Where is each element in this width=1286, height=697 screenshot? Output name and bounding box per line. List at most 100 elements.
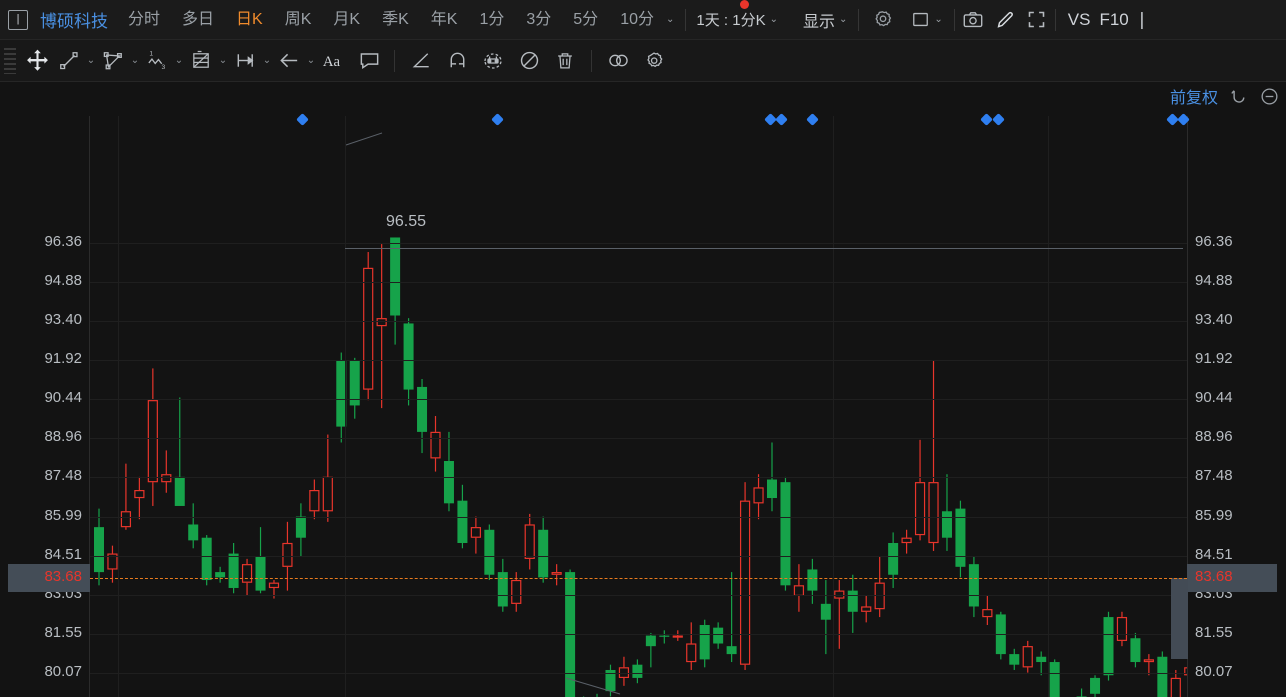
current-price-badge [1187, 563, 1277, 592]
fullscreen-icon[interactable] [1021, 5, 1053, 35]
sync-circles-icon[interactable] [600, 46, 636, 76]
gridline-horizontal [90, 595, 1187, 596]
notification-dot-icon [740, 0, 750, 9]
current-price-value: 83.68 [1195, 567, 1233, 585]
fib-chevron-down-icon[interactable]: ⌄ [218, 54, 228, 66]
layout-icon[interactable] [907, 5, 933, 35]
toolbar-divider-1 [685, 8, 687, 31]
vs-button[interactable]: VS [1067, 9, 1091, 29]
price-tick-label: 91.92 [1195, 349, 1233, 367]
svg-text:1: 1 [149, 50, 153, 57]
pencil-icon[interactable] [989, 5, 1021, 35]
chart-area: 前复权 96.36 94.88 93.40 91.92 90.44 88.96 87.48 8… [0, 82, 1286, 697]
gridline-horizontal [90, 321, 1187, 322]
angle-icon[interactable] [403, 46, 439, 76]
trendline-chevron-down-icon[interactable]: ⌄ [86, 54, 96, 66]
current-price-badge [8, 563, 90, 592]
display-menu-label[interactable]: 显示 [802, 13, 835, 31]
price-tick-label: 91.92 [44, 349, 82, 367]
price-tick-label: 80.07 [1195, 663, 1233, 681]
arrow-left-icon[interactable] [274, 46, 304, 76]
f10-button[interactable]: F10 [1099, 9, 1129, 29]
svg-text:Aa: Aa [323, 54, 341, 70]
current-price-line [90, 578, 1187, 579]
crosshair-move-icon[interactable] [20, 46, 54, 76]
display-chevron-down-icon[interactable]: ⌄ [839, 13, 848, 25]
draw-divider-2 [591, 49, 592, 72]
app-logo-icon: | [8, 9, 28, 30]
wave-label-icon[interactable]: 1 3 [142, 46, 172, 76]
text-icon[interactable]: Aa [318, 46, 352, 76]
magnet-icon[interactable] [439, 46, 475, 76]
candlestick-plot[interactable] [90, 116, 1188, 697]
price-tick-label: 81.55 [1195, 624, 1233, 642]
price-tick-label: 88.96 [44, 428, 82, 446]
price-axis-right[interactable]: 96.36 94.88 93.40 91.92 90.44 88.96 87.48 85.99… [1187, 116, 1286, 697]
trash-icon[interactable] [547, 46, 583, 76]
comment-icon[interactable] [352, 46, 386, 76]
wave-chevron-down-icon[interactable]: ⌄ [174, 54, 184, 66]
high-price-annotation: 96.55 [386, 213, 427, 230]
toolbar-divider-3 [953, 8, 955, 31]
price-tick-label: 93.40 [44, 310, 82, 328]
price-tick-label: 87.48 [44, 467, 82, 485]
price-tick-label: 87.48 [1195, 467, 1233, 485]
measure-chevron-down-icon[interactable]: ⌄ [262, 54, 272, 66]
fib-retracement-icon[interactable] [186, 46, 216, 76]
multi-period-chevron-down-icon[interactable]: ⌄ [769, 13, 778, 25]
price-axis-left[interactable]: 96.36 94.88 93.40 91.92 90.44 88.96 87.48 85.99… [0, 116, 90, 697]
period-1min[interactable]: 1分 [479, 10, 505, 28]
right-axis-divider [1187, 116, 1188, 697]
gridline-horizontal [90, 673, 1187, 674]
period-more-chevron-down-icon[interactable]: ⌄ [666, 13, 675, 25]
period-3min[interactable]: 3分 [526, 10, 552, 28]
price-tick-label: 94.88 [1195, 271, 1233, 289]
price-tick-label: 96.36 [44, 232, 82, 250]
toolbar-edge-glyph: ❘ [1134, 9, 1150, 29]
toolbar-drag-handle[interactable] [4, 47, 16, 74]
settings-gear-icon[interactable] [636, 46, 672, 76]
period-10min[interactable]: 10分 [620, 10, 654, 28]
multi-period-selector[interactable]: 1天 : 1分K [688, 0, 768, 30]
period-5min[interactable]: 5分 [573, 10, 599, 28]
price-tick-label: 94.88 [44, 271, 82, 289]
price-tick-label: 90.44 [44, 389, 82, 407]
trendline-icon[interactable] [54, 46, 84, 76]
drawing-toolbar: ⌄ ⌄ 1 3 ⌄ [0, 40, 1286, 82]
toolbar-divider-2 [858, 8, 860, 31]
minus-circle-icon[interactable] [1259, 86, 1280, 107]
period-quarterk[interactable]: 季K [382, 10, 409, 28]
period-duori[interactable]: 多日 [182, 10, 215, 28]
price-tick-label: 96.36 [1195, 232, 1233, 250]
camera-icon[interactable] [957, 5, 989, 35]
gridline-horizontal [90, 477, 1187, 478]
gridline-vertical [833, 116, 834, 697]
period-fenshi[interactable]: 分时 [128, 10, 161, 28]
polygon-icon[interactable] [98, 46, 128, 76]
gridline-horizontal [90, 438, 1187, 439]
price-tick-label: 84.51 [1195, 545, 1233, 563]
gridline-horizontal [90, 556, 1187, 557]
current-price-value: 83.68 [44, 567, 82, 585]
price-tick-label: 93.40 [1195, 310, 1233, 328]
period-dayk[interactable]: 日K [236, 10, 263, 28]
price-tick-label: 85.99 [1195, 506, 1233, 524]
hide-drawings-icon[interactable] [511, 46, 547, 76]
price-tick-label: 88.96 [1195, 428, 1233, 446]
gear-icon[interactable] [867, 5, 897, 35]
adjust-price-button[interactable]: 前复权 [1169, 90, 1218, 107]
selected-candle-highlight [1171, 577, 1188, 660]
measure-range-icon[interactable] [230, 46, 260, 76]
logo-glyph: | [16, 13, 20, 25]
period-yeark[interactable]: 年K [430, 10, 458, 28]
period-weekk[interactable]: 周K [284, 10, 312, 28]
polygon-chevron-down-icon[interactable]: ⌄ [130, 54, 140, 66]
layout-chevron-down-icon[interactable]: ⌄ [934, 13, 943, 25]
lock-drawings-icon[interactable] [475, 46, 511, 76]
symbol-name[interactable]: 博硕科技 [40, 12, 108, 31]
undo-icon[interactable] [1228, 86, 1249, 107]
period-monthk[interactable]: 月K [333, 10, 361, 28]
price-tick-label: 84.51 [44, 545, 82, 563]
arrow-chevron-down-icon[interactable]: ⌄ [306, 54, 316, 66]
